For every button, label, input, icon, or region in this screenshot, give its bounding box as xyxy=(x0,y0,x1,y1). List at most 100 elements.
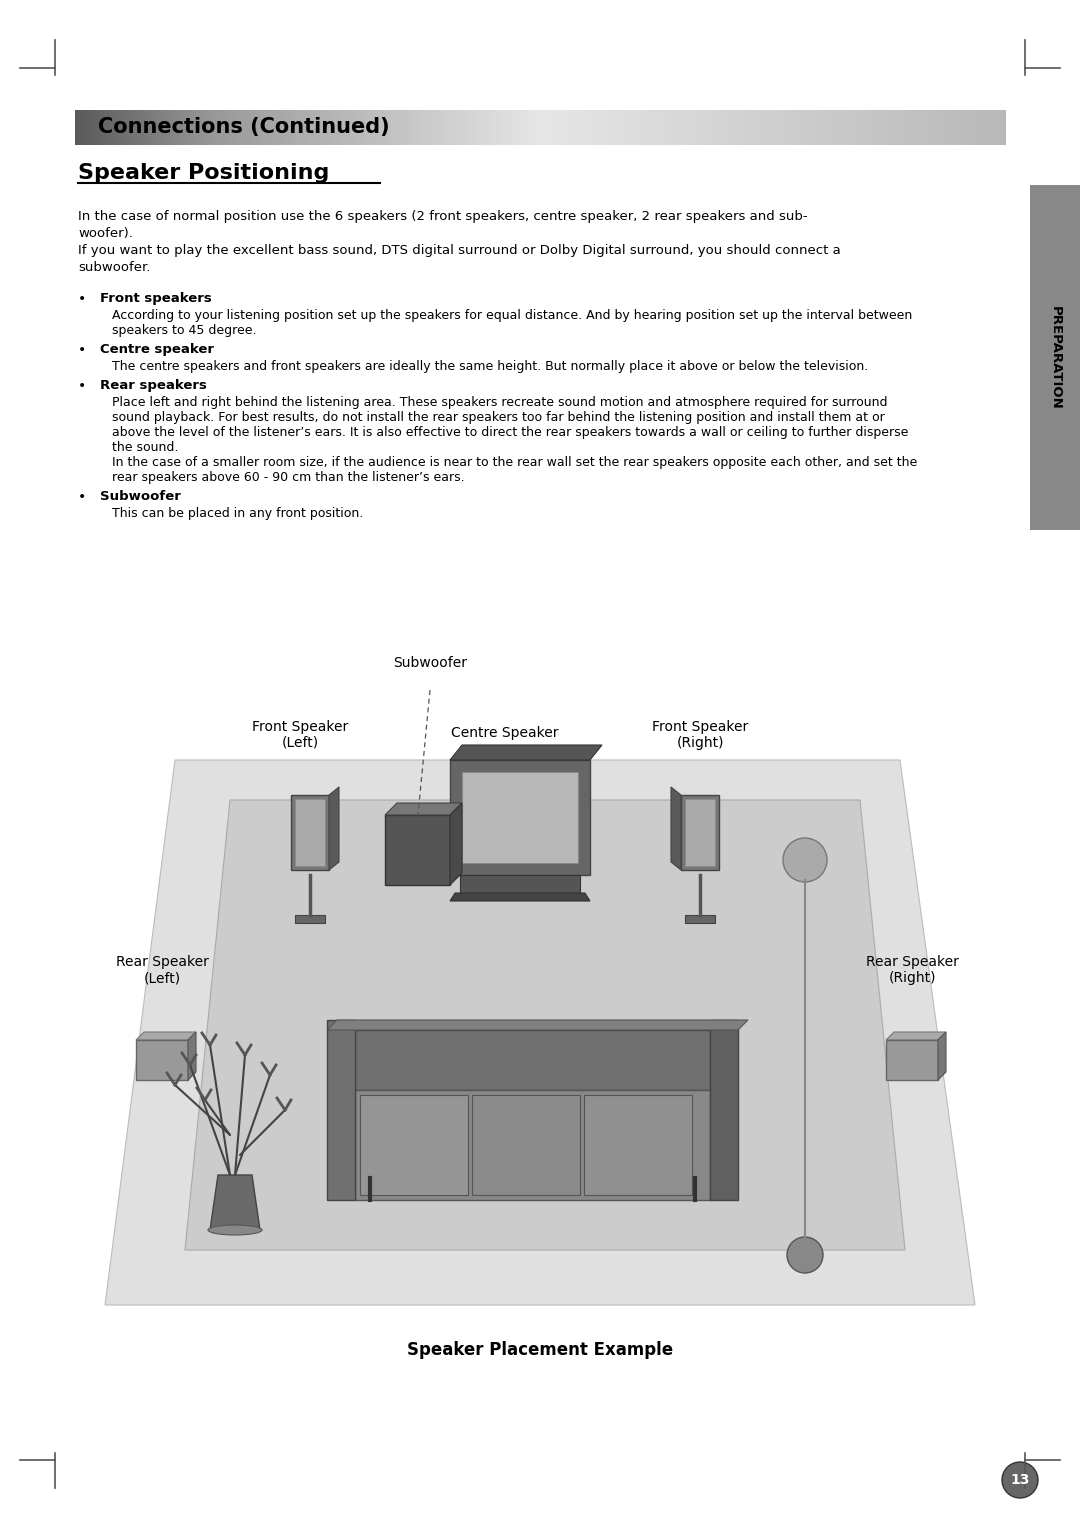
Bar xyxy=(416,110,420,145)
Bar xyxy=(503,110,507,145)
Bar xyxy=(679,110,684,145)
Bar xyxy=(673,110,677,145)
Bar xyxy=(593,110,597,145)
Bar xyxy=(291,795,329,869)
Bar xyxy=(840,110,845,145)
Bar xyxy=(757,110,761,145)
Bar xyxy=(961,110,966,145)
Bar xyxy=(447,110,451,145)
Bar xyxy=(909,110,913,145)
Bar xyxy=(220,110,225,145)
Bar xyxy=(729,110,733,145)
Bar xyxy=(116,110,120,145)
Bar xyxy=(180,110,185,145)
Bar xyxy=(75,110,79,145)
Bar xyxy=(744,110,748,145)
Polygon shape xyxy=(210,1175,260,1230)
Bar xyxy=(515,110,519,145)
Text: •: • xyxy=(78,490,86,504)
Bar xyxy=(760,110,765,145)
Bar xyxy=(450,759,590,876)
Bar xyxy=(596,110,599,145)
Bar xyxy=(633,110,637,145)
Polygon shape xyxy=(105,759,975,1305)
Bar xyxy=(977,110,982,145)
Bar xyxy=(305,110,309,145)
Bar xyxy=(475,110,480,145)
Bar xyxy=(779,110,783,145)
Text: Speaker Placement Example: Speaker Placement Example xyxy=(407,1342,673,1358)
Text: above the level of the listener’s ears. It is also effective to direct the rear : above the level of the listener’s ears. … xyxy=(112,426,908,439)
Text: subwoofer.: subwoofer. xyxy=(78,261,150,274)
Bar xyxy=(747,110,752,145)
Bar xyxy=(717,110,720,145)
Bar xyxy=(865,110,869,145)
Bar xyxy=(528,110,531,145)
Bar xyxy=(397,110,402,145)
Bar xyxy=(426,110,430,145)
Bar xyxy=(345,110,349,145)
Bar xyxy=(993,110,997,145)
Bar xyxy=(348,110,352,145)
Bar xyxy=(326,110,330,145)
Bar xyxy=(838,110,841,145)
Bar xyxy=(681,795,719,869)
Bar xyxy=(658,110,662,145)
Bar xyxy=(974,110,978,145)
Text: speakers to 45 degree.: speakers to 45 degree. xyxy=(112,324,257,338)
Bar xyxy=(355,1089,710,1199)
Bar xyxy=(391,110,395,145)
Bar xyxy=(621,110,624,145)
Bar xyxy=(363,110,367,145)
Bar xyxy=(605,110,609,145)
Bar xyxy=(704,110,708,145)
Bar xyxy=(534,110,538,145)
Bar xyxy=(233,110,238,145)
Bar xyxy=(361,110,364,145)
Bar xyxy=(184,110,188,145)
Bar xyxy=(822,110,826,145)
Bar xyxy=(497,110,501,145)
Bar xyxy=(843,110,848,145)
Bar xyxy=(450,110,455,145)
Bar xyxy=(478,110,482,145)
Bar xyxy=(732,110,737,145)
Bar xyxy=(87,110,92,145)
Bar xyxy=(537,110,541,145)
Bar xyxy=(577,110,581,145)
Bar xyxy=(360,1096,468,1195)
Text: 13: 13 xyxy=(1010,1473,1029,1487)
Bar xyxy=(240,110,243,145)
Bar xyxy=(313,110,318,145)
Text: Rear Speaker
(Right): Rear Speaker (Right) xyxy=(865,955,958,986)
Bar xyxy=(217,110,221,145)
Bar xyxy=(868,110,873,145)
Polygon shape xyxy=(939,1031,946,1080)
Bar xyxy=(968,110,972,145)
Text: According to your listening position set up the speakers for equal distance. And: According to your listening position set… xyxy=(112,309,913,322)
Bar xyxy=(651,110,656,145)
Bar xyxy=(494,110,498,145)
Text: rear speakers above 60 - 90 cm than the listener’s ears.: rear speakers above 60 - 90 cm than the … xyxy=(112,471,464,484)
Bar xyxy=(518,110,523,145)
Ellipse shape xyxy=(208,1225,262,1235)
Bar xyxy=(624,110,627,145)
Bar xyxy=(109,110,113,145)
Text: woofer).: woofer). xyxy=(78,228,133,240)
Polygon shape xyxy=(384,804,462,814)
Bar xyxy=(946,110,950,145)
Bar xyxy=(329,110,334,145)
Bar xyxy=(462,110,467,145)
Bar xyxy=(735,110,740,145)
Bar xyxy=(465,110,470,145)
Bar xyxy=(248,110,253,145)
Bar xyxy=(252,110,256,145)
Bar xyxy=(437,110,442,145)
Bar xyxy=(270,110,274,145)
Bar xyxy=(481,110,485,145)
Text: Front Speaker
(Right): Front Speaker (Right) xyxy=(652,720,748,750)
Bar xyxy=(646,110,649,145)
Bar xyxy=(525,110,528,145)
Bar xyxy=(828,110,833,145)
Bar xyxy=(540,110,544,145)
